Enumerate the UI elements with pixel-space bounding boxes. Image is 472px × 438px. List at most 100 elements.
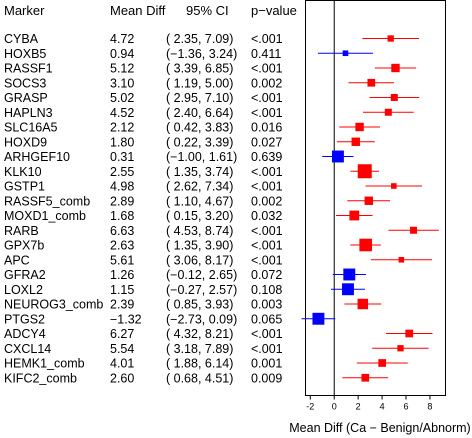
cell-marker: GFRA2 — [4, 268, 46, 282]
cell-marker: NEUROG3_comb — [4, 298, 103, 312]
estimate-marker — [357, 164, 372, 179]
cell-pvalue: <.001 — [251, 32, 283, 46]
cell-mean-diff: 4.52 — [110, 106, 134, 120]
estimate-marker — [391, 183, 397, 189]
x-tick-label: 0 — [332, 402, 337, 412]
cell-ci: ( 0.85, 3.93) — [166, 298, 233, 312]
estimate-marker — [398, 256, 405, 263]
cell-ci: ( 0.42, 3.83) — [166, 121, 233, 135]
x-tick-label: 4 — [380, 402, 385, 412]
cell-ci: ( 3.06, 8.17) — [166, 253, 233, 267]
cell-pvalue: 0.108 — [251, 283, 282, 297]
cell-ci: ( 2.35, 7.09) — [166, 32, 233, 46]
cell-ci: (−1.36, 3.24) — [166, 47, 237, 61]
estimate-marker — [361, 373, 370, 382]
x-tick-label: 6 — [404, 402, 409, 412]
estimate-marker — [410, 226, 418, 234]
table-row: HOXD9 1.80 ( 0.22, 3.39) 0.027 — [4, 135, 282, 149]
table-row: NEUROG3_comb 2.39 ( 0.85, 3.93) 0.003 — [4, 298, 282, 312]
cell-pvalue: 0.639 — [251, 150, 282, 164]
table-row: SOCS3 3.10 ( 1.19, 5.00) 0.002 — [4, 76, 282, 90]
estimate-marker — [405, 329, 414, 338]
cell-marker: GRASP — [4, 91, 48, 105]
table-row: GRASP 5.02 ( 2.95, 7.10) <.001 — [4, 91, 283, 105]
cell-marker: SOCS3 — [4, 76, 46, 90]
estimate-marker — [349, 210, 360, 221]
cell-marker: RASSF1 — [4, 62, 53, 76]
cell-pvalue: <.001 — [251, 342, 283, 356]
x-tick-label: 2 — [356, 402, 361, 412]
cell-ci: ( 1.19, 5.00) — [166, 76, 233, 90]
cell-mean-diff: 3.10 — [110, 76, 134, 90]
cell-ci: ( 1.35, 3.74) — [166, 165, 233, 179]
table-row: HAPLN3 4.52 ( 2.40, 6.64) <.001 — [4, 106, 283, 120]
cell-mean-diff: −1.32 — [110, 312, 142, 326]
table-row: KLK10 2.55 ( 1.35, 3.74) <.001 — [4, 165, 283, 179]
table-rows: CYBA 4.72 ( 2.35, 7.09) <.001 HOXB5 0.94 (−1.3… — [4, 32, 283, 385]
table-row: ADCY4 6.27 ( 4.32, 8.21) <.001 — [4, 327, 283, 341]
estimate-marker — [397, 345, 404, 352]
cell-pvalue: <.001 — [251, 253, 283, 267]
header-pvalue: p−value — [251, 3, 297, 18]
estimate-marker — [391, 63, 400, 73]
cell-mean-diff: 2.12 — [110, 121, 134, 135]
cell-ci: (−0.27, 2.57) — [166, 283, 237, 297]
estimate-marker — [387, 35, 394, 42]
estimate-marker — [364, 196, 373, 205]
cell-pvalue: <.001 — [251, 224, 283, 238]
cell-ci: ( 2.95, 7.10) — [166, 91, 233, 105]
cell-marker: ADCY4 — [4, 327, 46, 341]
cell-pvalue: <.001 — [251, 180, 283, 194]
table-row: RASSF5_comb 2.89 ( 1.10, 4.67) 0.002 — [4, 194, 282, 208]
cell-mean-diff: 2.89 — [110, 194, 134, 208]
cell-mean-diff: 2.55 — [110, 165, 134, 179]
cell-marker: LOXL2 — [4, 283, 43, 297]
cell-ci: ( 3.39, 6.85) — [166, 62, 233, 76]
cell-mean-diff: 1.80 — [110, 135, 134, 149]
cell-ci: ( 1.35, 3.90) — [166, 239, 233, 253]
cell-mean-diff: 2.39 — [110, 298, 134, 312]
table-row: SLC16A5 2.12 ( 0.42, 3.83) 0.016 — [4, 121, 282, 135]
cell-pvalue: <.001 — [251, 62, 283, 76]
estimate-marker — [342, 283, 354, 296]
cell-pvalue: 0.009 — [251, 371, 282, 385]
x-tick-label: 8 — [427, 402, 432, 412]
cell-pvalue: 0.002 — [251, 76, 282, 90]
cell-ci: (−0.12, 2.65) — [166, 268, 237, 282]
cell-mean-diff: 0.31 — [110, 150, 134, 164]
cell-pvalue: 0.003 — [251, 298, 282, 312]
cell-mean-diff: 4.72 — [110, 32, 134, 46]
cell-pvalue: <.001 — [251, 327, 283, 341]
cell-marker: KLK10 — [4, 165, 42, 179]
cell-marker: GPX7b — [4, 239, 44, 253]
cell-pvalue: 0.032 — [251, 209, 282, 223]
cell-mean-diff: 1.68 — [110, 209, 134, 223]
table-row: ARHGEF10 0.31 (−1.00, 1.61) 0.639 — [4, 150, 282, 164]
cell-ci: ( 3.18, 7.89) — [166, 342, 233, 356]
cell-mean-diff: 5.54 — [110, 342, 134, 356]
cell-ci: ( 2.62, 7.34) — [166, 180, 233, 194]
cell-pvalue: 0.411 — [251, 47, 281, 61]
cell-marker: APC — [4, 253, 30, 267]
cell-marker: KIFC2_comb — [4, 371, 77, 385]
cell-mean-diff: 2.60 — [110, 371, 134, 385]
cell-mean-diff: 4.01 — [110, 357, 134, 371]
cell-ci: ( 0.68, 4.51) — [166, 371, 233, 385]
cell-ci: ( 0.15, 3.20) — [166, 209, 233, 223]
cell-pvalue: 0.001 — [251, 357, 282, 371]
cell-mean-diff: 1.26 — [110, 268, 134, 282]
table-row: KIFC2_comb 2.60 ( 0.68, 4.51) 0.009 — [4, 371, 282, 385]
cell-ci: (−1.00, 1.61) — [166, 150, 237, 164]
table-row: MOXD1_comb 1.68 ( 0.15, 3.20) 0.032 — [4, 209, 282, 223]
cell-pvalue: 0.027 — [251, 135, 282, 149]
cell-pvalue: 0.016 — [251, 121, 282, 135]
cell-pvalue: <.001 — [251, 239, 283, 253]
cell-mean-diff: 6.63 — [110, 224, 134, 238]
table-row: CYBA 4.72 ( 2.35, 7.09) <.001 — [4, 32, 283, 46]
cell-marker: HEMK1_comb — [4, 357, 85, 371]
x-tick-label: -2 — [306, 402, 314, 412]
cell-ci: ( 1.88, 6.14) — [166, 357, 233, 371]
cell-pvalue: <.001 — [251, 91, 283, 105]
cell-pvalue: 0.065 — [251, 312, 282, 326]
